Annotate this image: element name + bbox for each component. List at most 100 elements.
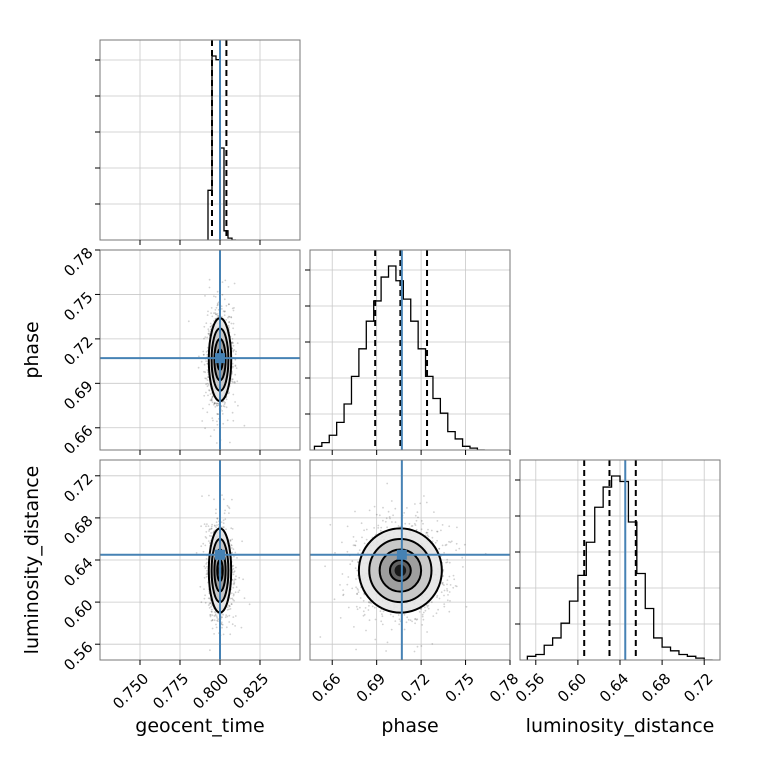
sample-point (232, 568, 235, 570)
sample-point (229, 608, 232, 610)
sample-point (210, 619, 213, 622)
sample-point (233, 333, 236, 336)
sample-point (231, 498, 233, 501)
sample-point (232, 309, 235, 312)
sample-point (425, 531, 428, 534)
sample-point (222, 310, 225, 312)
sample-point (197, 366, 200, 369)
sample-point (206, 336, 209, 339)
sample-point (339, 584, 341, 586)
sample-point (368, 619, 371, 622)
sample-point (436, 530, 439, 533)
sample-point (204, 567, 207, 569)
sample-point (230, 316, 233, 319)
sample-point (427, 604, 430, 607)
sample-point (398, 623, 401, 626)
sample-point (438, 547, 441, 550)
sample-point (431, 643, 434, 645)
sample-point (463, 543, 466, 546)
sample-point (446, 589, 449, 592)
sample-point (352, 544, 355, 547)
sample-point (363, 542, 366, 545)
sample-point (390, 500, 393, 502)
sample-point (233, 582, 235, 585)
sample-point (447, 594, 449, 596)
sample-point (427, 535, 430, 538)
sample-point (234, 373, 237, 376)
sample-point (208, 528, 211, 531)
sample-point (203, 565, 206, 568)
sample-point (419, 502, 422, 505)
sample-point (379, 529, 382, 532)
sample-point (420, 528, 423, 531)
sample-point (217, 620, 219, 622)
sample-point (386, 482, 389, 485)
sample-point (397, 614, 400, 616)
sample-point (388, 516, 391, 518)
sample-point (205, 350, 208, 353)
sample-point (224, 518, 227, 521)
sample-point (214, 614, 217, 617)
sample-point (213, 498, 215, 501)
sample-point (235, 575, 237, 578)
sample-point (211, 619, 214, 622)
sample-point (217, 402, 219, 405)
sample-point (205, 322, 208, 325)
sample-point (208, 494, 210, 497)
sample-point (462, 566, 464, 568)
sample-point (379, 661, 381, 663)
sample-point (210, 605, 213, 608)
sample-point (373, 606, 376, 609)
sample-point (228, 392, 231, 394)
sample-point (209, 393, 212, 395)
sample-point (442, 575, 445, 577)
sample-point (406, 669, 408, 671)
sample-point (230, 603, 233, 605)
sample-point (200, 525, 203, 528)
y-axis-label-luminosity-distance: luminosity_distance (21, 465, 43, 655)
sample-point (216, 304, 219, 307)
sample-point (211, 396, 214, 399)
density-level-4 (394, 564, 407, 577)
sample-point (220, 305, 223, 308)
sample-point (226, 609, 229, 611)
sample-point (448, 525, 451, 528)
sample-point (449, 600, 451, 602)
sample-point (210, 527, 213, 530)
sample-point (373, 505, 376, 508)
sample-point (213, 402, 216, 405)
sample-point (205, 377, 208, 380)
sample-point (213, 312, 215, 314)
sample-point (385, 650, 387, 652)
sample-point (341, 541, 343, 544)
sample-point (406, 616, 409, 619)
sample-point (223, 298, 226, 301)
sample-point (216, 313, 219, 315)
sample-point (382, 519, 384, 522)
sample-point (206, 565, 208, 568)
sample-point (224, 401, 227, 404)
sample-point (437, 608, 439, 611)
sample-point (415, 528, 418, 531)
sample-point (221, 413, 224, 415)
sample-point (392, 514, 394, 517)
sample-point (228, 321, 230, 324)
sample-point (450, 540, 453, 543)
sample-point (220, 308, 223, 310)
sample-point (223, 310, 226, 313)
sample-point (443, 589, 446, 592)
sample-point (234, 365, 237, 367)
sample-point (224, 279, 227, 282)
sample-point (354, 567, 357, 570)
sample-point (413, 650, 416, 653)
sample-point (380, 620, 383, 623)
sample-point (230, 592, 233, 595)
sample-point (204, 536, 207, 538)
sample-point (212, 419, 214, 422)
panel-frame (99, 249, 301, 451)
sample-point (215, 512, 217, 515)
sample-point (200, 360, 203, 363)
sample-point (215, 626, 218, 629)
sample-point (215, 313, 218, 316)
sample-point (215, 521, 218, 524)
